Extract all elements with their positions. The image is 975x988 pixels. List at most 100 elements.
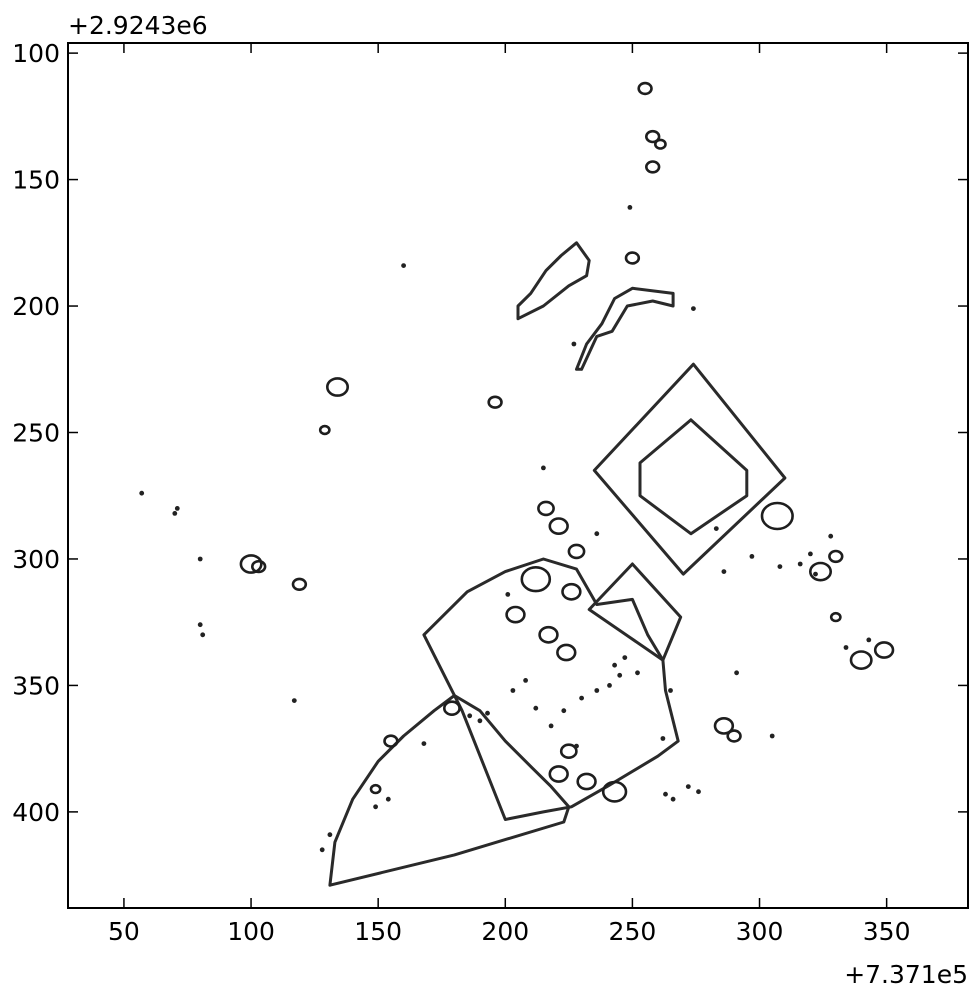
contour-speck — [533, 705, 539, 711]
contour-speck — [571, 341, 577, 347]
plot-background — [68, 43, 968, 908]
contour-blob — [828, 549, 844, 564]
contour-speck — [622, 655, 628, 660]
axis-ticks: 50 100 150 200 250 300 350 100 150 200 250 300 350 40… — [12, 39, 968, 946]
contour-speck — [467, 713, 473, 719]
contour-speck — [734, 670, 739, 676]
contour-speck — [670, 796, 676, 802]
contour-speck — [594, 531, 600, 537]
contour-speck — [477, 718, 483, 724]
contour-blob — [559, 743, 578, 760]
contour-speck — [421, 741, 427, 746]
contour-blob — [538, 625, 559, 644]
contour-speck — [485, 710, 490, 716]
contour-speck — [749, 554, 755, 559]
y-tick-label: 250 — [12, 419, 60, 448]
contour-speck — [594, 688, 600, 693]
contour-blob — [520, 565, 552, 593]
x-tick-label: 200 — [481, 917, 529, 946]
contour-blob — [561, 582, 582, 601]
contour-blob — [644, 160, 661, 174]
plot-frame — [67, 42, 969, 909]
contour-blob — [644, 129, 661, 144]
x-offset-label: +7.371e5 — [844, 960, 968, 988]
contour-blob — [624, 251, 641, 265]
y-tick-label: 100 — [12, 39, 60, 68]
contour-speck — [813, 571, 818, 577]
contour-speck — [401, 263, 406, 268]
x-tick-label: 300 — [736, 917, 784, 946]
y-offset-label: +2.9243e6 — [68, 11, 208, 40]
contour-square-inner — [638, 418, 749, 536]
contour-speck — [174, 506, 180, 511]
contour-speck — [627, 205, 633, 210]
x-tick-label: 100 — [227, 917, 275, 946]
contour-blob — [556, 643, 577, 662]
contour-speck — [561, 708, 567, 714]
contour-speck — [385, 796, 391, 802]
contour-speck — [691, 306, 696, 311]
contour-blob — [637, 81, 653, 96]
contour-blob — [713, 717, 735, 735]
contour-blob — [873, 641, 895, 659]
contour-speck — [660, 736, 666, 741]
contour-speck — [373, 804, 378, 810]
contour-blob — [239, 554, 263, 574]
contour-blob — [251, 559, 267, 574]
contour-speck — [635, 670, 640, 676]
x-tick-label: 50 — [108, 917, 140, 946]
contour-blob — [505, 605, 526, 624]
contour-upper-left-cluster — [516, 241, 591, 321]
contour-speck — [172, 511, 178, 516]
contour-blob — [548, 517, 569, 535]
contour-speck — [843, 645, 849, 650]
contour-speck — [668, 688, 673, 693]
contour-speck — [617, 672, 623, 678]
contour-speck — [291, 698, 297, 703]
contour-speck — [579, 695, 584, 701]
contour-small-square — [587, 562, 683, 662]
contour-blob — [808, 561, 832, 582]
contour-blob — [548, 765, 569, 783]
y-tick-label: 350 — [12, 671, 60, 700]
contour-blob — [537, 500, 555, 517]
contour-blob — [576, 772, 597, 791]
contour-blob — [318, 424, 331, 436]
x-tick-label: 150 — [354, 917, 402, 946]
contour-speck — [548, 723, 554, 729]
contour-blob — [442, 700, 461, 717]
contour-speck — [197, 622, 203, 628]
contour-speck — [505, 592, 511, 597]
contour-blob — [325, 377, 349, 397]
x-tick-label: 250 — [609, 917, 657, 946]
contour-triangle-parcel — [328, 694, 571, 887]
contour-speck — [541, 465, 546, 471]
contour-speck — [327, 832, 333, 838]
contour-blob — [760, 501, 794, 531]
contour-upper-cluster — [575, 286, 675, 371]
contour-speck — [200, 632, 206, 638]
contour-speck — [319, 847, 325, 853]
y-tick-label: 200 — [12, 292, 60, 321]
contour-speck — [777, 564, 783, 569]
contour-speck — [685, 784, 691, 789]
contour-speck — [797, 561, 803, 567]
contour-speck — [139, 490, 145, 496]
contour-speck — [713, 526, 719, 531]
contour-square-outer — [592, 362, 787, 576]
contour-speck — [574, 743, 579, 749]
contour-blob — [654, 138, 667, 150]
contour-central-building — [422, 557, 680, 821]
contour-speck — [828, 533, 834, 539]
y-tick-label: 400 — [12, 798, 60, 827]
contour-blob — [567, 543, 586, 560]
contour-speck — [696, 789, 701, 795]
x-tick-label: 350 — [863, 917, 911, 946]
y-tick-label: 150 — [12, 166, 60, 195]
contour-speck — [197, 556, 203, 562]
contour-blob — [487, 395, 503, 409]
contour-blob — [291, 577, 308, 591]
chart-marks — [139, 81, 895, 887]
contour-blob — [829, 611, 842, 623]
